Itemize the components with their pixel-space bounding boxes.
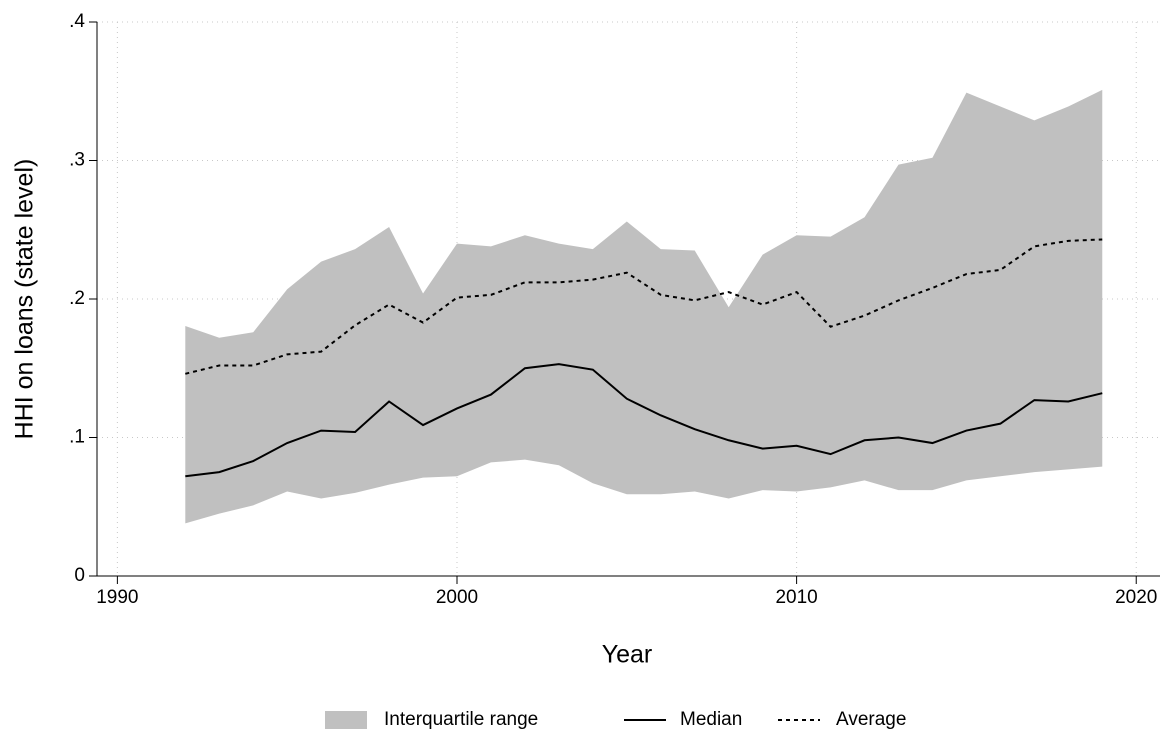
- x-tick-label: 2000: [436, 587, 478, 608]
- line: [185, 238, 1103, 375]
- line: [185, 363, 1103, 478]
- y-tick-label: .4: [69, 11, 85, 32]
- iqr-band: [185, 89, 1103, 524]
- data: [185, 89, 1103, 524]
- legend-label: Median: [680, 709, 742, 730]
- y-tick-label: .3: [69, 150, 85, 171]
- legend-label: Average: [836, 709, 906, 730]
- y-axis-title: HHI on loans (state level): [11, 159, 39, 440]
- x-axis-title: Year: [602, 641, 653, 669]
- x-tick-label: 2020: [1115, 587, 1157, 608]
- y-tick-label: 0: [74, 565, 85, 586]
- x-tick-label: 2010: [775, 587, 817, 608]
- legend-label: Interquartile range: [384, 709, 538, 730]
- legend-swatch: [325, 711, 367, 729]
- y-tick-label: .2: [69, 288, 85, 309]
- y-tick-label: .1: [69, 427, 85, 448]
- x-tick-label: 1990: [96, 587, 138, 608]
